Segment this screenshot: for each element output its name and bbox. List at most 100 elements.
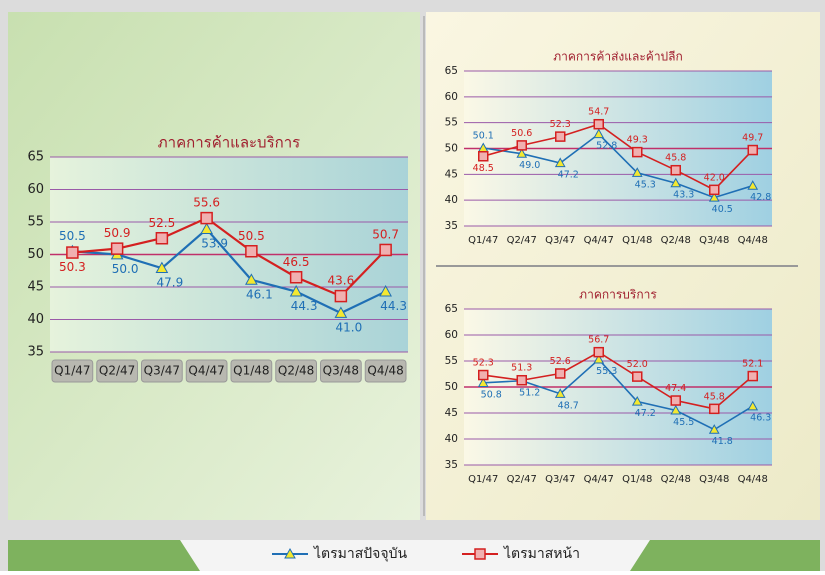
marker [516,148,528,158]
marker [670,177,682,188]
value-label: 50.7 [372,227,399,241]
marker [66,246,79,259]
y-tick-label: 50 [27,247,44,262]
y-tick-label: 55 [445,355,458,367]
category-box [141,359,183,383]
marker [709,403,720,415]
value-label: 47.2 [558,169,579,180]
value-label: 50.5 [238,229,265,243]
marker [289,285,303,297]
series-line [483,358,754,431]
value-label: 48.5 [473,163,494,174]
value-label: 40.5 [712,204,733,215]
marker [708,192,720,202]
value-label: 43.3 [673,190,694,201]
y-tick-label: 50 [445,143,458,155]
marker [670,404,682,415]
value-label: 51.3 [511,363,532,374]
y-tick-label: 40 [445,433,458,445]
marker [747,180,759,190]
legend-marker [474,548,486,560]
value-label: 50.3 [59,260,86,274]
value-label: 50.8 [481,389,502,400]
value-label: 44.3 [291,299,318,313]
marker [379,285,392,297]
legend-label: ไตรมาสปัจจุบัน [313,545,407,562]
marker [155,232,169,245]
y-tick-label: 65 [445,303,458,315]
x-tick-label: Q3/47 [144,364,180,378]
marker [477,377,489,387]
marker [110,242,124,255]
x-tick-label: Q3/47 [545,474,575,485]
x-tick-label: Q3/48 [323,364,359,378]
marker [200,222,213,235]
marker [747,144,758,156]
x-tick-label: Q2/47 [507,474,537,485]
value-label: 42.0 [704,172,725,183]
y-tick-label: 40 [445,194,458,206]
value-label: 49.3 [627,135,648,146]
category-box [230,359,273,383]
value-label: 45.5 [673,417,694,428]
y-tick-label: 40 [27,312,44,327]
marker [708,424,720,434]
marker [632,371,643,382]
marker [670,164,681,176]
value-label: 41.8 [712,436,733,447]
category-box [275,359,317,383]
value-label: 55.6 [193,196,220,210]
x-tick-label: Q2/48 [661,235,691,246]
marker [478,151,489,162]
x-tick-label: Q4/47 [584,474,614,485]
value-label: 52.8 [596,141,617,152]
value-label: 46.5 [283,255,310,269]
value-label: 47.9 [157,276,184,290]
value-label: 52.6 [550,356,571,367]
x-tick-label: Q4/48 [738,235,768,246]
x-tick-label: Q1/48 [622,474,652,485]
value-label: 47.2 [635,408,656,419]
y-tick-label: 60 [27,182,44,197]
series-line [72,227,387,315]
y-tick-label: 45 [445,407,458,419]
value-label: 50.6 [511,128,532,139]
value-label: 46.3 [750,413,771,424]
y-tick-label: 55 [445,117,458,129]
y-tick-label: 65 [27,150,44,165]
x-tick-label: Q1/47 [468,235,498,246]
value-label: 50.5 [59,229,86,243]
series-line [483,123,754,191]
value-label: 49.7 [742,133,763,144]
value-label: 54.7 [588,107,609,118]
marker [747,370,758,382]
y-tick-label: 50 [445,381,458,393]
value-label: 52.3 [473,358,494,369]
y-tick-label: 60 [445,329,458,341]
y-tick-label: 35 [445,220,458,232]
value-label: 45.8 [704,391,725,402]
marker [379,243,392,257]
x-tick-label: Q2/47 [99,364,135,378]
chart-title: ภาคการค้าส่งและค้าปลีก [553,50,683,64]
marker [334,306,348,318]
x-tick-label: Q1/47 [54,364,90,378]
category-box [320,359,362,383]
x-tick-label: Q3/47 [545,235,575,246]
value-label: 52.1 [742,359,763,370]
chart-title: ภาคการบริการ [579,288,657,302]
value-label: 50.1 [473,130,494,141]
y-tick-label: 65 [445,65,458,77]
marker [747,400,759,411]
value-label: 50.9 [104,226,131,240]
marker [593,353,605,364]
x-tick-label: Q1/47 [468,474,498,485]
marker [631,167,643,177]
series-line [483,132,753,199]
x-tick-label: Q1/48 [622,235,652,246]
category-box [364,359,407,383]
value-label: 49.0 [519,160,540,171]
value-label: 55.3 [596,366,617,377]
legend-marker [284,547,296,559]
